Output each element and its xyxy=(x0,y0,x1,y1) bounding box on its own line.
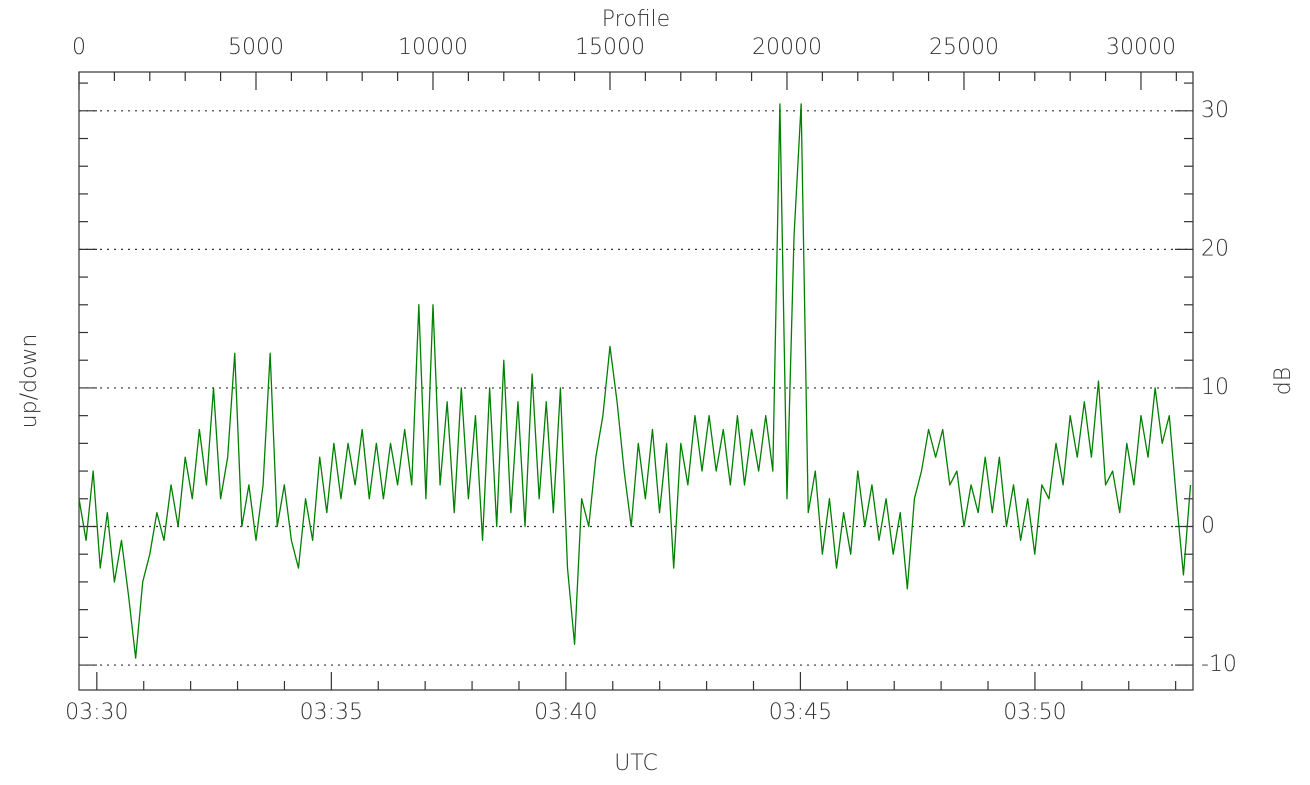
x-tick-label: 10000 xyxy=(398,35,468,60)
time-tick-label: 03:35 xyxy=(300,700,363,725)
plot-frame xyxy=(78,71,1194,691)
time-tick-label: 03:30 xyxy=(65,700,128,725)
time-axis-title: UTC xyxy=(614,751,658,776)
time-tick-label: 03:40 xyxy=(534,700,597,725)
x-tick-label: 20000 xyxy=(752,35,822,60)
y-axis-title: up/down xyxy=(17,334,42,429)
x-tick-label: 25000 xyxy=(929,35,999,60)
time-tick-label: 03:50 xyxy=(1003,700,1066,725)
x-tick-label: 15000 xyxy=(575,35,645,60)
y2-tick-label: 0 xyxy=(1201,513,1215,538)
time-tick-label: 03:45 xyxy=(769,700,832,725)
x-tick-label: 5000 xyxy=(228,35,284,60)
x-tick-label: 0 xyxy=(72,35,86,60)
y2-axis-title: dB xyxy=(1271,367,1296,395)
data-line xyxy=(78,103,1192,659)
y2-tick-label: 20 xyxy=(1201,236,1229,261)
x-axis-title: Profile xyxy=(602,7,670,32)
y2-tick-label: 30 xyxy=(1201,98,1229,123)
x-tick-label: 30000 xyxy=(1106,35,1176,60)
y2-tick-label: -10 xyxy=(1201,652,1237,677)
y2-tick-label: 10 xyxy=(1201,375,1229,400)
